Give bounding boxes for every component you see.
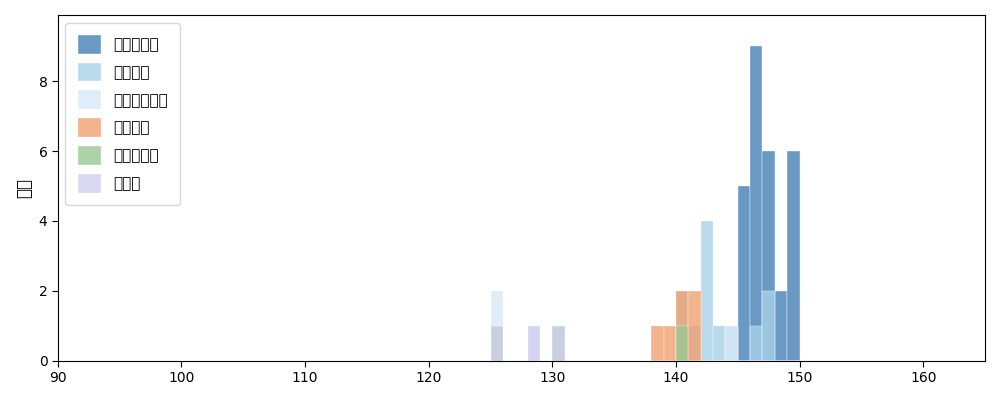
Bar [676,291,688,360]
Bar [713,326,725,360]
Bar [491,326,503,360]
Bar [688,326,701,360]
Bar [664,326,676,360]
Bar [491,291,503,360]
Y-axis label: 球数: 球数 [15,178,33,198]
Bar [725,326,738,360]
Bar [701,221,713,360]
Bar [688,291,701,360]
Bar [676,291,688,360]
Bar [762,291,775,360]
Bar [528,326,540,360]
Bar [775,291,787,360]
Bar [738,186,750,360]
Bar [750,326,762,360]
Bar [762,151,775,360]
Bar [552,326,565,360]
Bar [676,326,688,360]
Bar [552,326,565,360]
Bar [725,326,738,360]
Bar [725,326,738,360]
Legend: ストレート, シュート, カットボール, フォーク, スライダー, カーブ: ストレート, シュート, カットボール, フォーク, スライダー, カーブ [65,23,180,205]
Bar [651,326,664,360]
Bar [750,46,762,360]
Bar [528,326,540,360]
Bar [491,326,503,360]
Bar [787,151,800,360]
